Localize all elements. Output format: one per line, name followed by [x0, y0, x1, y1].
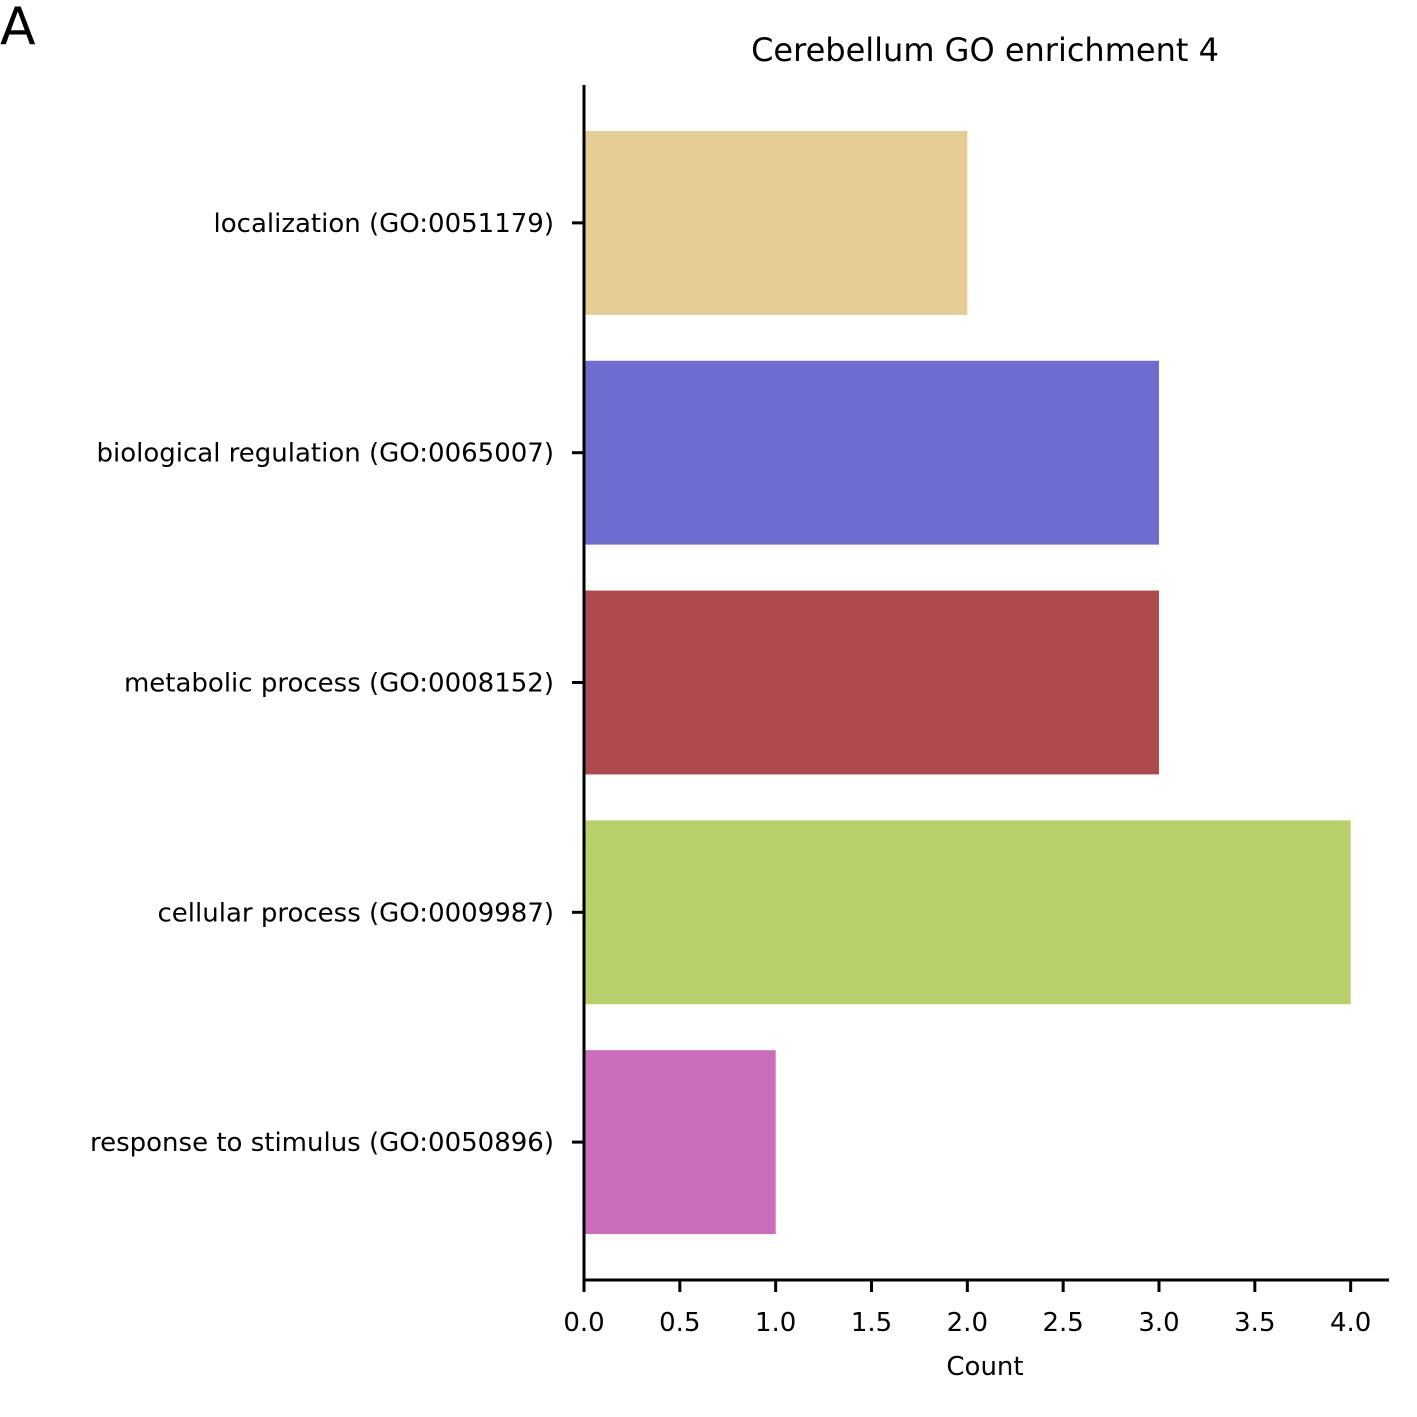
x-tick-label: 0.5	[659, 1308, 700, 1338]
chart-title: Cerebellum GO enrichment 4	[751, 31, 1219, 69]
y-tick-label: biological regulation (GO:0065007)	[96, 439, 554, 469]
x-ticks-group: 0.0 0.5 1.0 1.5 2.0 2.5 3.0 3.5 4.0	[563, 1280, 1371, 1338]
bars-group	[584, 130, 1351, 1235]
bar	[584, 360, 1159, 545]
bar	[584, 590, 1159, 775]
y-tick-label: response to stimulus (GO:0050896)	[90, 1128, 554, 1158]
bar	[584, 130, 968, 315]
bar	[584, 820, 1351, 1005]
y-tick-label: metabolic process (GO:0008152)	[124, 669, 554, 699]
x-tick-label: 4.0	[1330, 1308, 1371, 1338]
x-tick-label: 3.0	[1138, 1308, 1179, 1338]
bar	[584, 1050, 776, 1235]
x-tick-label: 1.5	[851, 1308, 892, 1338]
x-tick-label: 0.0	[563, 1308, 604, 1338]
x-tick-label: 1.0	[755, 1308, 796, 1338]
panel-label: A	[0, 0, 36, 57]
x-tick-label: 2.0	[947, 1308, 988, 1338]
y-tick-label: localization (GO:0051179)	[214, 209, 554, 239]
x-axis-label: Count	[946, 1352, 1023, 1382]
x-tick-label: 2.5	[1042, 1308, 1083, 1338]
y-tick-label: cellular process (GO:0009987)	[158, 898, 555, 928]
y-ticks-group: localization (GO:0051179) biological regu…	[90, 209, 584, 1158]
x-tick-label: 3.5	[1234, 1308, 1275, 1338]
